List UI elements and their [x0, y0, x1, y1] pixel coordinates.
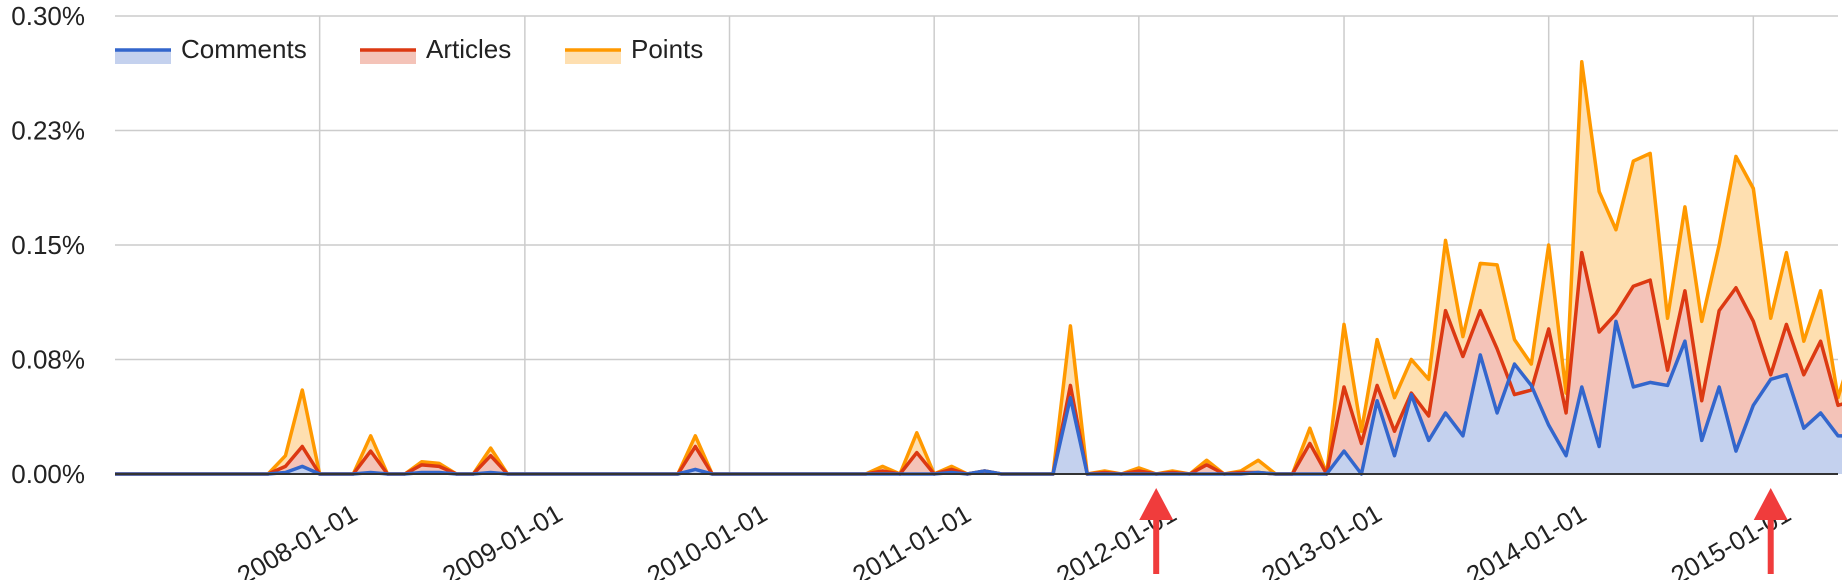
y-tick-label: 0.08%: [11, 345, 85, 375]
x-tick-label: 2011-01-01: [847, 498, 976, 580]
legend-swatch-comments: [115, 50, 171, 64]
x-tick-label: 2014-01-01: [1461, 498, 1591, 580]
legend-label-points: Points: [631, 34, 703, 64]
x-tick-label: 2013-01-01: [1256, 498, 1386, 580]
arrow-head: [1753, 488, 1788, 520]
legend-swatch-articles: [360, 50, 416, 64]
legend-item-comments: Comments: [115, 34, 307, 64]
points-area: [115, 61, 1842, 474]
legend-item-points: Points: [565, 34, 703, 64]
annotation-arrow: [1139, 488, 1174, 574]
comments-area: [115, 321, 1842, 474]
legend-item-articles: Articles: [360, 34, 511, 64]
legend-label-comments: Comments: [181, 34, 307, 64]
x-tick-label: 2009-01-01: [437, 498, 567, 580]
y-tick-label: 0.23%: [11, 116, 85, 146]
y-tick-label: 0.30%: [11, 1, 85, 31]
y-tick-label: 0.00%: [11, 459, 85, 489]
y-tick-label: 0.15%: [11, 230, 85, 260]
arrow-shaft: [1153, 516, 1160, 574]
x-tick-label: 2010-01-01: [642, 498, 772, 580]
annotation-arrow: [1753, 488, 1788, 574]
arrow-head: [1139, 488, 1174, 520]
legend-label-articles: Articles: [426, 34, 511, 64]
legend-swatch-points: [565, 50, 621, 64]
x-tick-label: 2008-01-01: [232, 498, 362, 580]
arrow-shaft: [1767, 516, 1774, 574]
